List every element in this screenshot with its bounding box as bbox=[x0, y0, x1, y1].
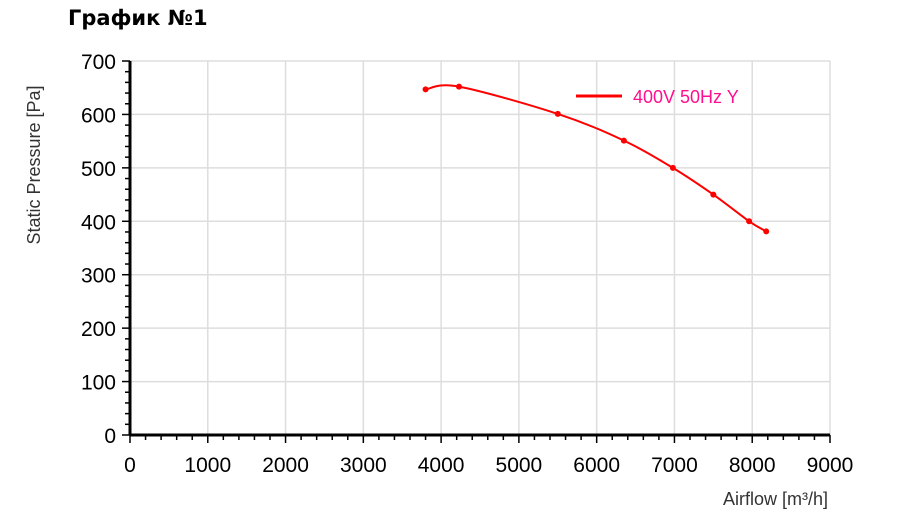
y-tick-label: 700 bbox=[81, 51, 116, 74]
data-point bbox=[710, 191, 717, 198]
page-heading: График №1 bbox=[68, 6, 208, 30]
x-tick-label: 1000 bbox=[184, 454, 231, 477]
x-tick-label: 7000 bbox=[651, 454, 698, 477]
y-tick-label: 0 bbox=[104, 425, 116, 448]
y-tick-label: 200 bbox=[81, 318, 116, 341]
data-point bbox=[456, 83, 462, 90]
x-tick-label: 2000 bbox=[262, 454, 309, 477]
data-point bbox=[746, 218, 753, 225]
x-tick-label: 6000 bbox=[573, 454, 620, 477]
y-tick-label: 300 bbox=[81, 265, 116, 288]
x-tick-label: 0 bbox=[124, 454, 136, 477]
series-line bbox=[425, 84, 767, 233]
legend-label: 400V 50Hz Y bbox=[633, 87, 739, 107]
data-point bbox=[669, 164, 676, 171]
data-point bbox=[554, 110, 561, 117]
y-tick-label: 500 bbox=[81, 158, 116, 181]
plot-area bbox=[130, 61, 830, 435]
data-point bbox=[763, 228, 770, 235]
x-tick-label: 3000 bbox=[340, 454, 387, 477]
x-tick-label: 4000 bbox=[418, 454, 465, 477]
data-point bbox=[422, 86, 429, 93]
data-point bbox=[620, 137, 627, 144]
y-axis-title: Static Pressure [Pa] bbox=[24, 85, 44, 244]
y-tick-label: 100 bbox=[81, 372, 116, 395]
x-axis-ticks: 0 1000 2000 3000 4000 5000 6000 7000 8000 9000 bbox=[124, 454, 853, 477]
x-tick-label: 9000 bbox=[807, 454, 854, 477]
grid bbox=[130, 60, 831, 435]
x-tick-label: 8000 bbox=[729, 454, 776, 477]
axes bbox=[122, 60, 831, 443]
x-axis-title: Airflow [m³/h] bbox=[723, 489, 828, 509]
y-tick-label: 600 bbox=[81, 104, 116, 127]
y-axis-ticks: 0 100 200 300 400 500 600 700 bbox=[81, 51, 116, 448]
x-tick-label: 5000 bbox=[496, 454, 543, 477]
y-tick-label: 400 bbox=[81, 211, 116, 234]
series-layer bbox=[422, 83, 770, 235]
legend: 400V 50Hz Y bbox=[576, 87, 739, 107]
